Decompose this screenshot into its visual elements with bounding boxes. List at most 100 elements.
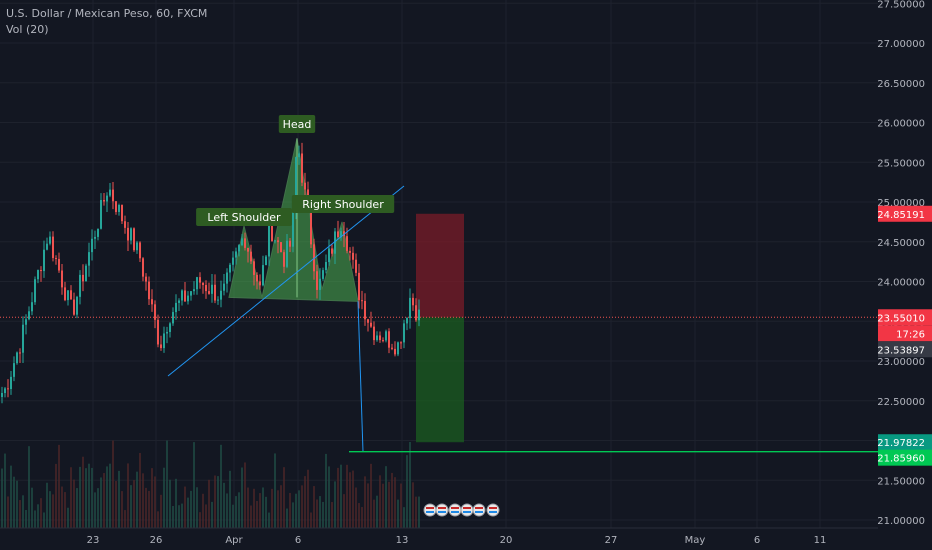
volume-bar <box>67 507 69 528</box>
event-flag-icon[interactable] <box>423 503 437 517</box>
candle-body <box>160 344 162 349</box>
volume-bar <box>109 463 111 528</box>
volume-bar <box>166 440 168 528</box>
candle-body <box>391 347 393 349</box>
volume-bar <box>91 467 93 528</box>
flag-stripe-red <box>475 507 483 509</box>
candle-body <box>268 222 270 257</box>
volume-bar <box>121 491 123 528</box>
volume-bar <box>364 476 366 528</box>
time-axis[interactable]: 23 26 Apr 6 13 20 27 May 6 11 <box>0 527 878 546</box>
last-price-tag-bg <box>878 309 932 326</box>
volume-bar <box>220 444 222 528</box>
volume-bar <box>370 463 372 528</box>
candle-body <box>310 208 312 245</box>
volume-bar <box>52 494 54 528</box>
target-projection-line[interactable] <box>357 301 364 452</box>
flag-stripe-red <box>463 507 471 509</box>
trade-zones <box>416 213 464 443</box>
event-flag-icon[interactable] <box>460 503 474 517</box>
candle-body <box>271 222 273 242</box>
volume-bar <box>349 472 351 528</box>
candle-body <box>397 342 399 355</box>
volume-bar <box>319 496 321 528</box>
candle-body <box>46 243 48 250</box>
candle-body <box>70 290 72 300</box>
event-flag-circle <box>472 503 486 517</box>
candle-body <box>172 312 174 324</box>
time-tick-label: 23 <box>87 535 100 546</box>
event-flag-icon[interactable] <box>448 503 462 517</box>
candle-body <box>238 245 240 252</box>
volume-bar <box>391 472 393 528</box>
candle-body <box>379 335 381 341</box>
volume-bar <box>388 481 390 528</box>
candle-body <box>34 279 36 303</box>
volume-bar <box>340 464 342 528</box>
candle-body <box>157 319 159 345</box>
volume-bar <box>190 490 192 528</box>
price-tick-label: 27.50000 <box>877 0 925 10</box>
volume-bar <box>316 499 318 528</box>
volume-bar <box>148 490 150 528</box>
candle-body <box>10 376 12 389</box>
price-tick-label: 27.00000 <box>877 39 925 50</box>
trend-line[interactable] <box>167 185 405 377</box>
volume-bar <box>268 512 270 528</box>
event-flag-circle <box>423 503 437 517</box>
time-tick-label: 11 <box>814 535 827 546</box>
volume-bar <box>187 497 189 528</box>
volume-bar <box>376 495 378 528</box>
volume-bar <box>217 476 219 528</box>
event-flag-icon[interactable] <box>486 503 500 517</box>
event-markers[interactable] <box>423 503 500 517</box>
candle-body <box>52 236 54 258</box>
candle-body <box>406 318 408 324</box>
candle-body <box>253 261 255 275</box>
target-price-tag-bg <box>878 434 932 451</box>
price-tick-label: 26.50000 <box>877 79 925 90</box>
volume-bar <box>310 512 312 528</box>
candle-body <box>265 256 267 266</box>
volume-bar <box>334 481 336 528</box>
countdown-tag: 17:26 <box>896 329 925 340</box>
event-flag-icon[interactable] <box>435 503 449 517</box>
candle-body <box>163 333 165 349</box>
candle-body <box>355 259 357 273</box>
event-flag-icon[interactable] <box>472 503 486 517</box>
price-axis[interactable]: 27.50000 27.00000 26.50000 26.00000 25.50000… <box>877 0 932 550</box>
volume-bar <box>85 468 87 528</box>
drawing-lines[interactable] <box>0 185 878 453</box>
candle-body <box>385 331 387 341</box>
candle-body <box>220 290 222 300</box>
flag-stripe-blue <box>475 511 483 513</box>
candle-body <box>19 352 21 354</box>
volume-bar <box>205 504 207 528</box>
volume-bar <box>103 473 105 528</box>
neckline-target-tag: 21.85960 <box>877 454 925 465</box>
volume-bar <box>73 479 75 528</box>
candle-body <box>277 240 279 243</box>
entry-price-tag: 23.53897 <box>877 345 925 356</box>
volume-bar <box>238 492 240 528</box>
volume-bar <box>313 486 315 528</box>
event-flag-circle <box>435 503 449 517</box>
volume-bar <box>355 487 357 528</box>
candle-body <box>247 247 249 252</box>
volume-bar <box>64 492 66 528</box>
take-profit-zone <box>416 317 464 443</box>
candle-body <box>382 340 384 342</box>
candle-body <box>217 299 219 301</box>
candle-body <box>304 182 306 190</box>
candle-body <box>58 258 60 271</box>
volume-bar <box>58 444 60 528</box>
candle-body <box>202 282 204 286</box>
volume-bar <box>304 476 306 528</box>
candle-body <box>130 228 132 241</box>
candle-body <box>298 153 300 158</box>
volume-bar <box>400 483 402 528</box>
candle-body <box>61 270 63 288</box>
volume-bar <box>301 485 303 528</box>
